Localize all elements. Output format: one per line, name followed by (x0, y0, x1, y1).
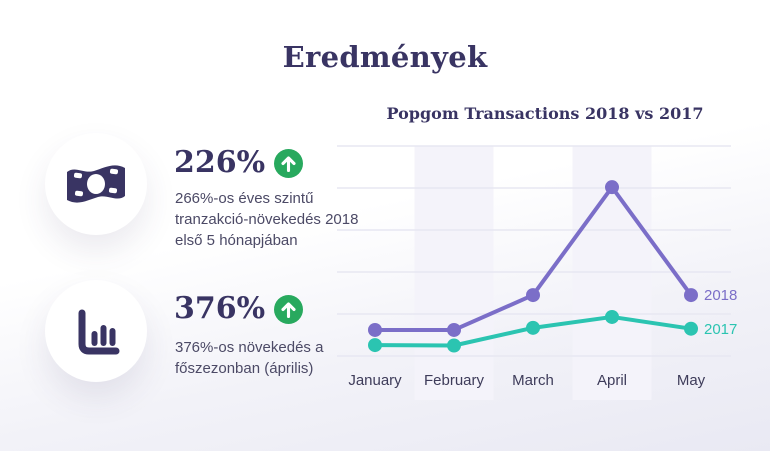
bar-chart-icon (78, 309, 120, 355)
arrow-up-icon (274, 294, 304, 324)
page-title: Eredmények (282, 40, 488, 74)
x-axis-label-march: March (512, 372, 554, 389)
bar-chart-icon-circle (45, 280, 147, 382)
stat-transactions-value: 226% (174, 145, 266, 180)
arrow-up-icon (274, 148, 304, 178)
money-icon-circle (45, 133, 147, 235)
stat-transactions-description: 266%-os éves szintű tranzakció-növekedés… (175, 190, 359, 249)
stat-season: 376% (174, 291, 304, 326)
x-axis-label-january: January (348, 372, 402, 389)
stat-season-description: 376%-os növekedés a főszezonban (április… (175, 339, 324, 377)
x-axis-label-may: May (676, 372, 706, 389)
x-axis-label-february: February (423, 372, 485, 389)
x-axis-label-april: April (596, 372, 627, 389)
money-icon (67, 165, 125, 203)
series-label-2017: 2017 (704, 321, 738, 338)
stat-transactions: 226% (174, 145, 304, 180)
chart-title: Popgom Transactions 2018 vs 2017 (386, 104, 704, 123)
stat-season-value: 376% (174, 291, 266, 326)
series-label-2018: 2018 (704, 287, 738, 304)
